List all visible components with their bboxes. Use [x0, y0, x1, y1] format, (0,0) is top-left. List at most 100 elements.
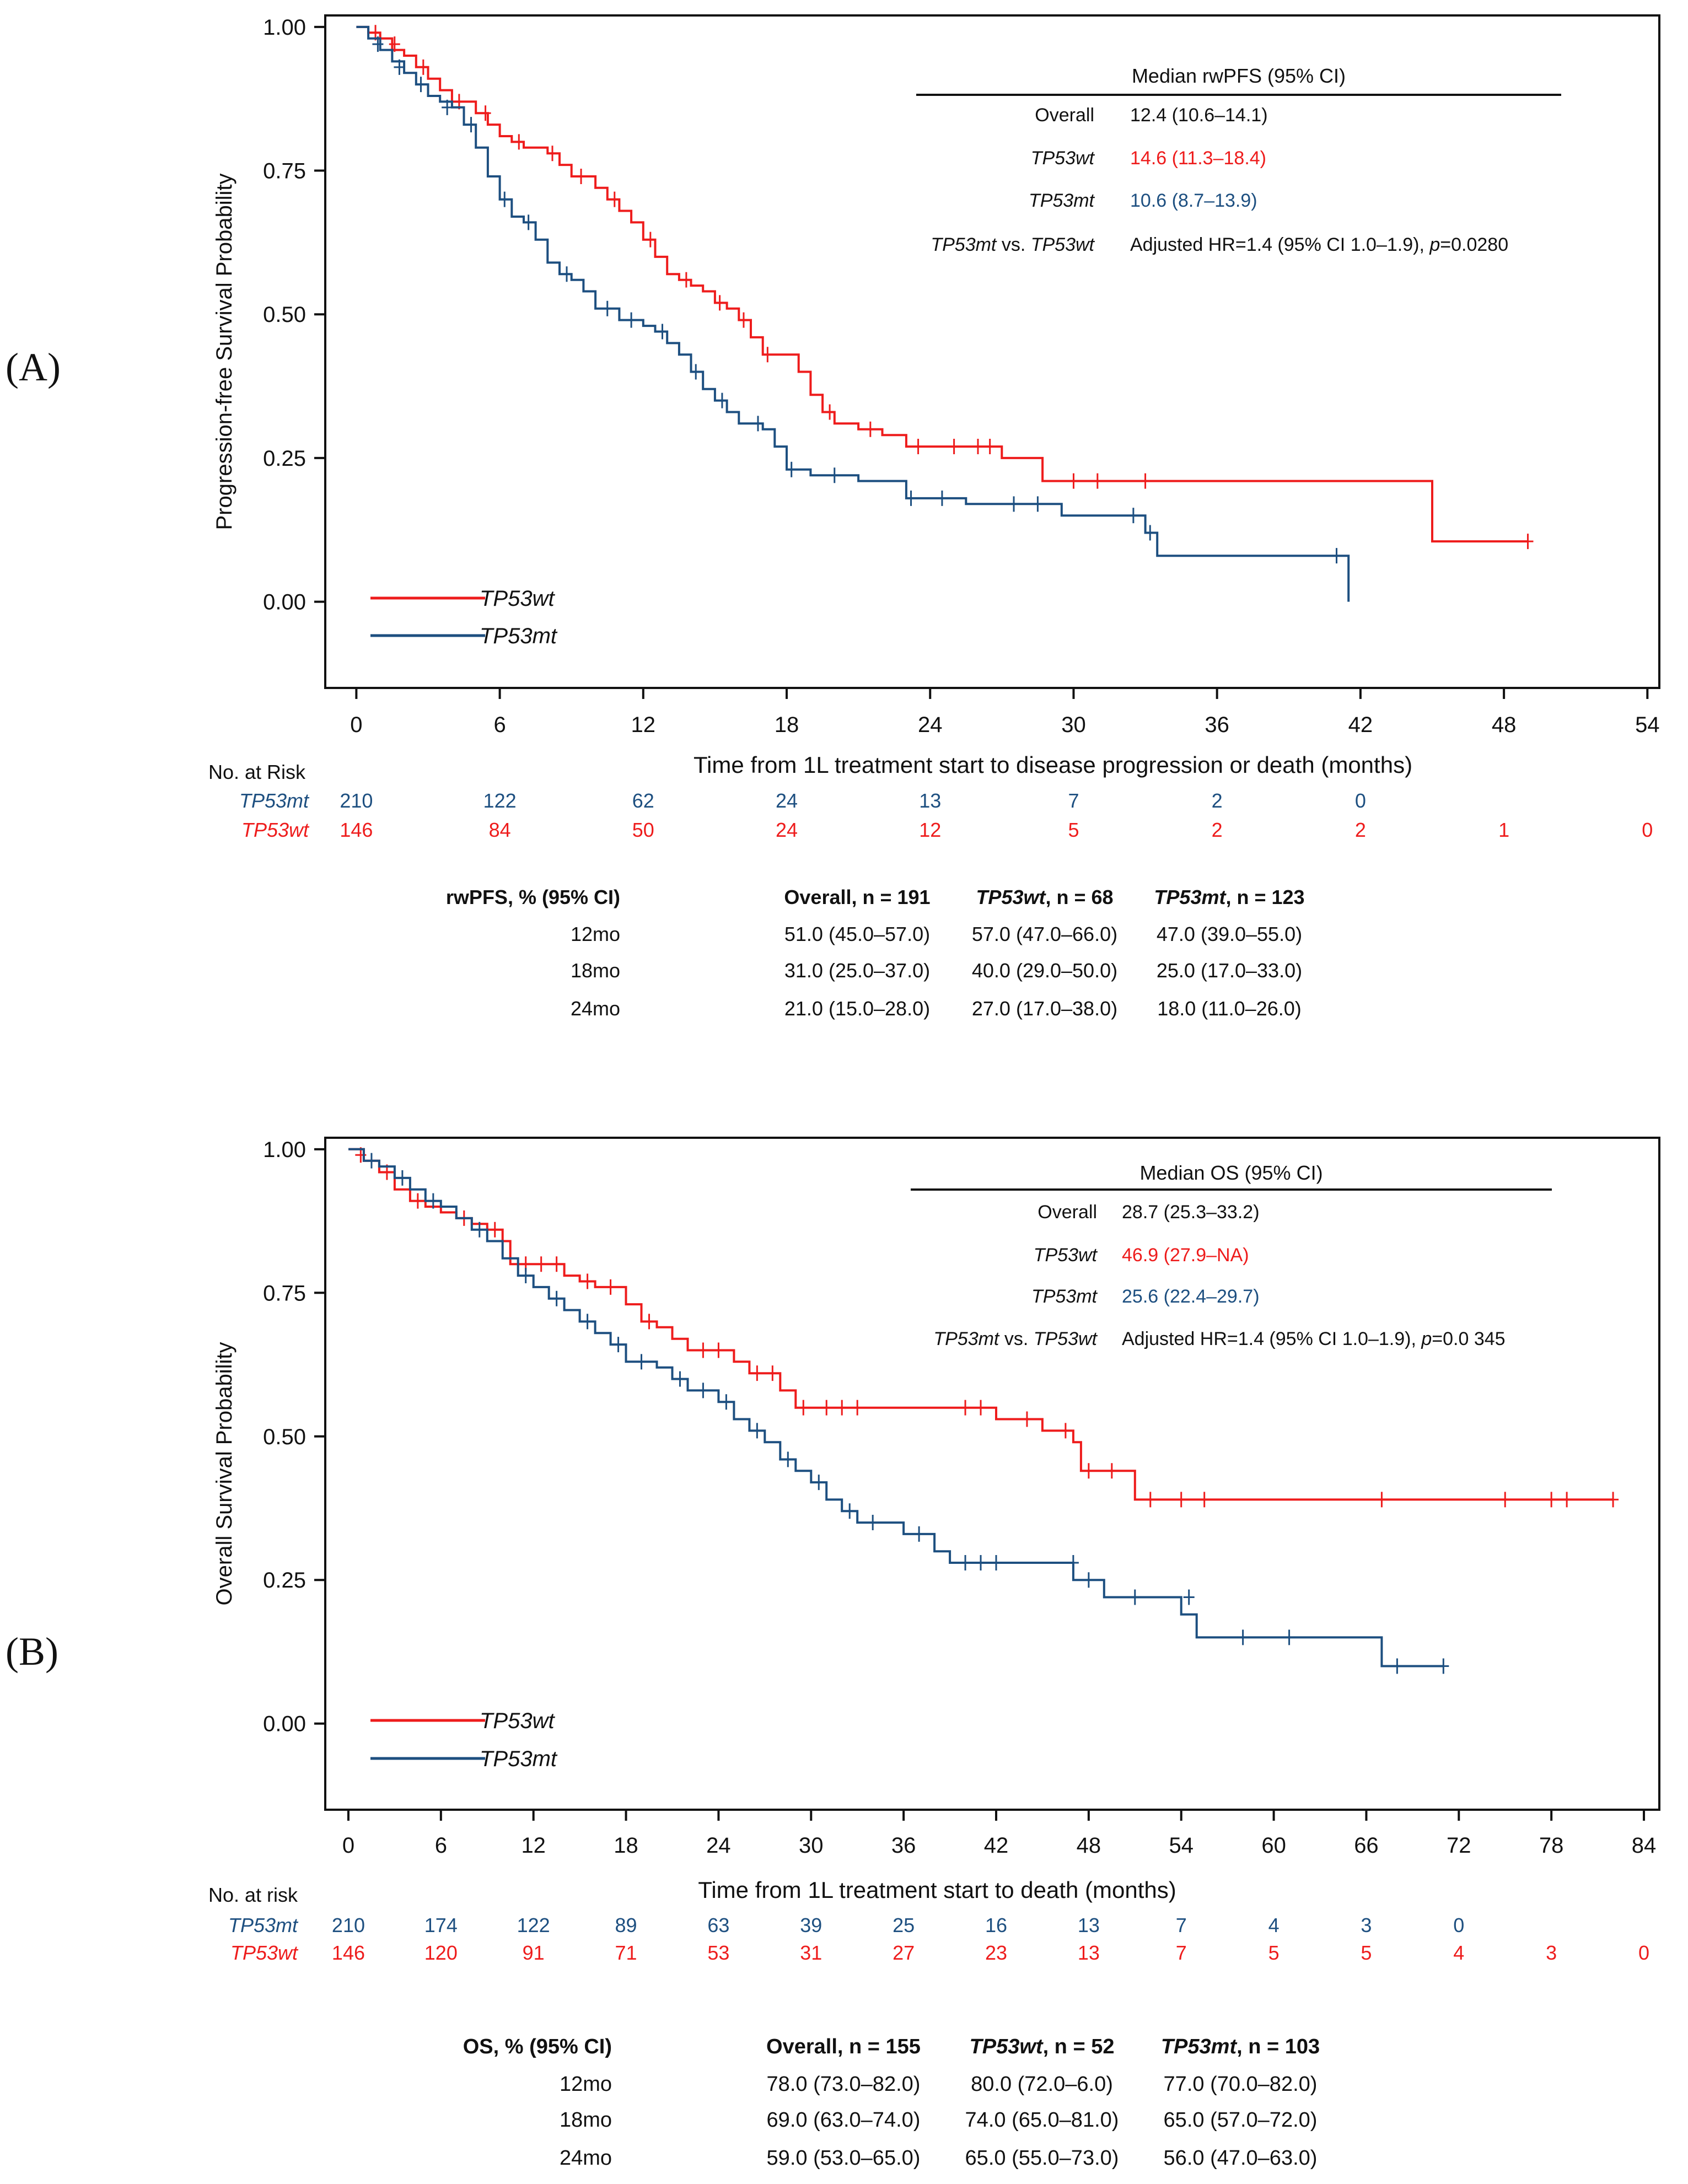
y-tick-label: 0.00: [263, 590, 306, 615]
censor-mark-wt: [864, 421, 876, 437]
censor-mark-mt: [1067, 1554, 1079, 1570]
rate-cell: 80.0 (72.0–6.0): [971, 2073, 1113, 2096]
censor-mark-mt: [1144, 525, 1156, 541]
censor-mark-mt: [474, 1222, 485, 1238]
censor-mark-mt: [960, 1554, 971, 1570]
censor-mark-mt: [626, 312, 637, 328]
rate-cell: 74.0 (65.0–81.0): [965, 2108, 1119, 2132]
median-table-header: Median rwPFS (95% CI): [1132, 64, 1346, 87]
x-axis-title: Time from 1L treatment start to disease …: [694, 752, 1412, 778]
plot-frame: [324, 14, 1660, 689]
censor-mark-mt: [1032, 496, 1044, 512]
x-tick-label: 36: [891, 1833, 916, 1858]
censor-mark-wt: [644, 232, 656, 248]
censor-mark-mt: [813, 1475, 825, 1491]
censor-mark-mt: [365, 1153, 377, 1169]
median-row-value: 10.6 (8.7–13.9): [1130, 190, 1257, 211]
censor-mark-mt: [1183, 1589, 1195, 1605]
censor-mark-wt: [1546, 1492, 1557, 1508]
y-tick-label: 0.25: [263, 1568, 306, 1593]
censor-mark-mt: [415, 77, 427, 93]
censor-mark-mt: [520, 1268, 531, 1284]
km-curve-wt: [356, 25, 1528, 543]
censor-mark-mt: [990, 1554, 1002, 1570]
risk-count-mt: 7: [1068, 789, 1079, 812]
risk-count-mt: 122: [483, 789, 517, 812]
risk-count-mt: 13: [1078, 1914, 1100, 1936]
risk-table-title: No. at risk: [208, 1884, 298, 1906]
censor-mark-mt: [427, 1193, 439, 1209]
x-tick-label: 54: [1169, 1833, 1194, 1858]
rate-table-header: Overall, n = 191: [784, 886, 930, 908]
censor-mark-wt: [972, 439, 983, 455]
censor-mark-wt: [547, 146, 558, 162]
censor-mark-mt: [752, 416, 764, 432]
median-row-value: Adjusted HR=1.4 (95% CI 1.0–1.9), p=0.02…: [1130, 234, 1508, 255]
legend-label-mt: TP53mt: [480, 624, 558, 648]
rate-row-label: 24mo: [560, 2147, 612, 2170]
median-row-label: TP53mt: [1031, 1286, 1098, 1307]
risk-row-label-wt: TP53wt: [230, 1941, 299, 1964]
x-tick-label: 18: [614, 1833, 638, 1858]
risk-count-wt: 53: [707, 1941, 729, 1964]
median-row-value: Adjusted HR=1.4 (95% CI 1.0–1.9), p=0.0 …: [1122, 1328, 1506, 1349]
x-tick-label: 6: [493, 713, 506, 737]
censor-mark-mt: [844, 1503, 856, 1519]
x-tick-label: 78: [1539, 1833, 1564, 1858]
median-row-label: TP53mt vs. TP53wt: [933, 1328, 1098, 1349]
x-tick-label: 24: [706, 1833, 731, 1858]
censor-mark-mt: [499, 191, 510, 207]
x-tick-label: 0: [342, 1833, 354, 1858]
median-row-label: TP53mt: [1029, 190, 1095, 211]
rate-table-header: TP53mt, n = 103: [1161, 2035, 1320, 2058]
risk-count-wt: 23: [985, 1941, 1007, 1964]
risk-count-mt: 122: [517, 1914, 550, 1936]
censor-mark-mt: [697, 1383, 709, 1398]
x-tick-label: 42: [1348, 713, 1373, 737]
median-row-label: TP53wt: [1031, 148, 1095, 169]
risk-count-mt: 174: [424, 1914, 458, 1936]
censor-mark-wt: [609, 191, 620, 207]
censor-mark-wt: [975, 1400, 987, 1416]
censor-mark-wt: [576, 168, 587, 184]
median-row-value: 25.6 (22.4–29.7): [1122, 1286, 1260, 1307]
risk-count-wt: 120: [424, 1941, 458, 1964]
censor-mark-wt: [1608, 1492, 1619, 1508]
censor-mark-mt: [612, 1337, 624, 1353]
risk-table-title: No. at Risk: [208, 761, 306, 783]
panel-label: (A): [6, 345, 61, 389]
censor-mark-mt: [829, 467, 840, 483]
censor-mark-wt: [535, 1256, 547, 1272]
risk-count-wt: 0: [1638, 1941, 1649, 1964]
rate-row-label: 12mo: [571, 923, 620, 945]
risk-count-wt: 24: [776, 819, 798, 841]
risk-count-mt: 24: [776, 789, 798, 812]
rate-cell: 65.0 (57.0–72.0): [1164, 2108, 1318, 2132]
censor-mark-mt: [551, 1290, 562, 1306]
risk-count-mt: 89: [615, 1914, 637, 1936]
risk-count-mt: 3: [1361, 1914, 1372, 1936]
censor-mark-mt: [716, 392, 728, 408]
rate-cell: 78.0 (73.0–82.0): [767, 2073, 921, 2096]
censor-mark-wt: [762, 347, 773, 363]
risk-count-wt: 12: [919, 819, 941, 841]
x-tick-label: 48: [1492, 713, 1517, 737]
risk-count-mt: 0: [1453, 1914, 1464, 1936]
censor-mark-mt: [936, 490, 948, 506]
censor-mark-mt: [913, 1526, 925, 1542]
risk-count-wt: 27: [893, 1941, 915, 1964]
x-tick-label: 48: [1077, 1833, 1101, 1858]
censor-mark-wt: [751, 1365, 763, 1381]
y-axis-title: Progression-free Survival Probability: [212, 174, 236, 530]
median-row-value: 14.6 (11.3–18.4): [1130, 148, 1266, 169]
y-tick-label: 0.50: [263, 1425, 306, 1449]
risk-row-label-wt: TP53wt: [241, 819, 310, 841]
censor-mark-wt: [714, 295, 725, 311]
risk-count-mt: 210: [340, 789, 373, 812]
rate-cell: 47.0 (39.0–55.0): [1157, 923, 1302, 945]
censor-mark-wt: [643, 1314, 655, 1330]
censor-mark-wt: [852, 1400, 863, 1416]
median-row-label: TP53mt vs. TP53wt: [931, 234, 1095, 255]
censor-mark-wt: [1060, 1423, 1071, 1439]
